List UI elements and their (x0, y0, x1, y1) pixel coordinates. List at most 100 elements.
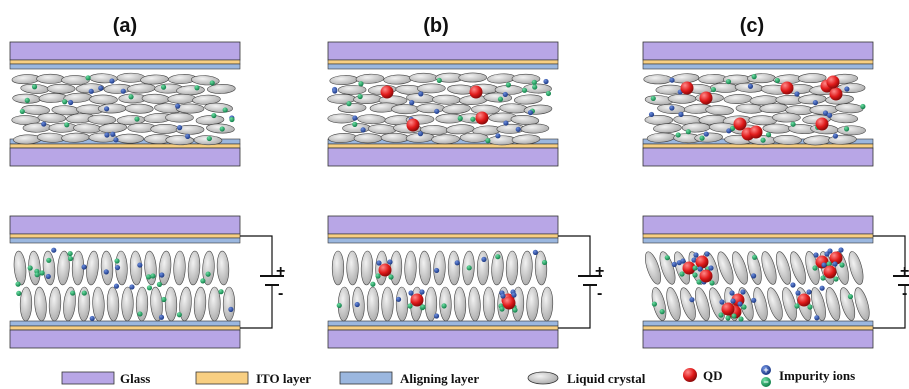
negative-ion (407, 303, 413, 309)
liquid-crystal (208, 286, 221, 322)
negative-ion (346, 101, 352, 107)
negative-ion (229, 116, 235, 123)
negative-ion (497, 96, 504, 102)
quantum-dot (815, 117, 829, 131)
positive-ion (81, 264, 87, 270)
negative-ion (718, 312, 724, 318)
negative-ion (206, 135, 212, 142)
positive-ion (719, 299, 725, 305)
negative-ion (146, 285, 153, 291)
ito-layer (327, 143, 559, 149)
liquid-crystal (11, 115, 41, 126)
positive-ion (500, 293, 506, 299)
ito-layer (642, 59, 874, 65)
liquid-crystal (723, 94, 753, 104)
negative-ion (145, 274, 152, 280)
glass-layer (327, 147, 559, 167)
liquid-crystal (839, 287, 856, 321)
negative-ion (860, 103, 866, 110)
liquid-crystal (797, 94, 827, 105)
liquid-crystal (86, 250, 99, 286)
ito-layer (9, 233, 241, 239)
positive-ion (110, 131, 116, 137)
liquid-crystal (337, 103, 367, 113)
positive-ion (332, 88, 338, 94)
liquid-crystal (92, 286, 105, 322)
quantum-dot (699, 269, 713, 283)
ito-layer (642, 325, 874, 331)
liquid-crystal (327, 113, 357, 124)
negative-ion (161, 296, 167, 303)
liquid-crystal (150, 286, 163, 322)
liquid-crystal (202, 250, 215, 286)
negative-ion (545, 90, 552, 97)
aligning-layer (642, 63, 874, 70)
negative-ion (200, 278, 206, 284)
liquid-crystal (115, 133, 144, 144)
liquid-crystal (447, 250, 461, 286)
liquid-crystal (100, 250, 114, 286)
negative-ion (760, 137, 766, 143)
negative-ion (521, 87, 528, 93)
negative-ion (24, 97, 30, 103)
liquid-crystal (829, 113, 859, 124)
liquid-crystal (698, 74, 727, 84)
quantum-dot (749, 125, 763, 139)
ito-layer (327, 59, 559, 65)
aligning-layer (9, 320, 241, 327)
positive-ion (88, 88, 94, 94)
liquid-crystal (762, 123, 792, 134)
liquid-crystal (782, 287, 797, 321)
positive-ion (502, 91, 508, 98)
negative-ion (692, 272, 698, 278)
positive-ion (433, 313, 440, 319)
glass-layer (642, 329, 874, 349)
legend-positive-ion (761, 365, 771, 375)
negative-ion (441, 303, 447, 309)
liquid-crystal (87, 114, 117, 125)
ito-layer (9, 59, 241, 65)
liquid-crystal (187, 250, 201, 286)
legend-lc-swatch (527, 371, 559, 385)
liquid-crystal (175, 103, 205, 114)
negative-ion (531, 79, 537, 85)
negative-ion (679, 271, 685, 277)
liquid-crystal (129, 250, 143, 286)
liquid-crystal (513, 94, 543, 105)
negative-ion (85, 75, 91, 81)
negative-ion (812, 265, 818, 271)
positive-ion (175, 103, 181, 109)
battery-minus-c: - (902, 285, 907, 302)
quantum-dot (378, 263, 392, 277)
liquid-crystal (57, 250, 70, 286)
positive-ion (838, 247, 844, 253)
positive-ion (495, 133, 501, 139)
negative-ion (485, 138, 491, 144)
liquid-crystal (416, 103, 446, 114)
negative-ion (833, 276, 839, 282)
liquid-crystal (732, 251, 748, 285)
negative-ion (31, 84, 38, 90)
glass-layer (327, 41, 559, 61)
negative-ion (741, 304, 747, 310)
liquid-crystal (353, 133, 383, 144)
negative-ion (150, 273, 156, 279)
quantum-dot (721, 302, 735, 316)
glass-layer (327, 329, 559, 349)
negative-ion (826, 261, 832, 267)
positive-ion (109, 78, 115, 84)
positive-ion (137, 262, 143, 268)
circuit-wire (558, 235, 591, 272)
negative-ion (194, 85, 200, 91)
positive-ion (812, 100, 818, 106)
positive-ion (511, 292, 517, 298)
liquid-crystal (432, 94, 461, 105)
legend-negative-ion (761, 377, 771, 387)
liquid-crystal (19, 286, 33, 322)
positive-ion (726, 128, 732, 134)
positive-ion (177, 125, 183, 131)
positive-ion (678, 111, 684, 117)
liquid-crystal (431, 134, 460, 145)
negative-ion (729, 125, 736, 132)
negative-ion (820, 275, 826, 281)
